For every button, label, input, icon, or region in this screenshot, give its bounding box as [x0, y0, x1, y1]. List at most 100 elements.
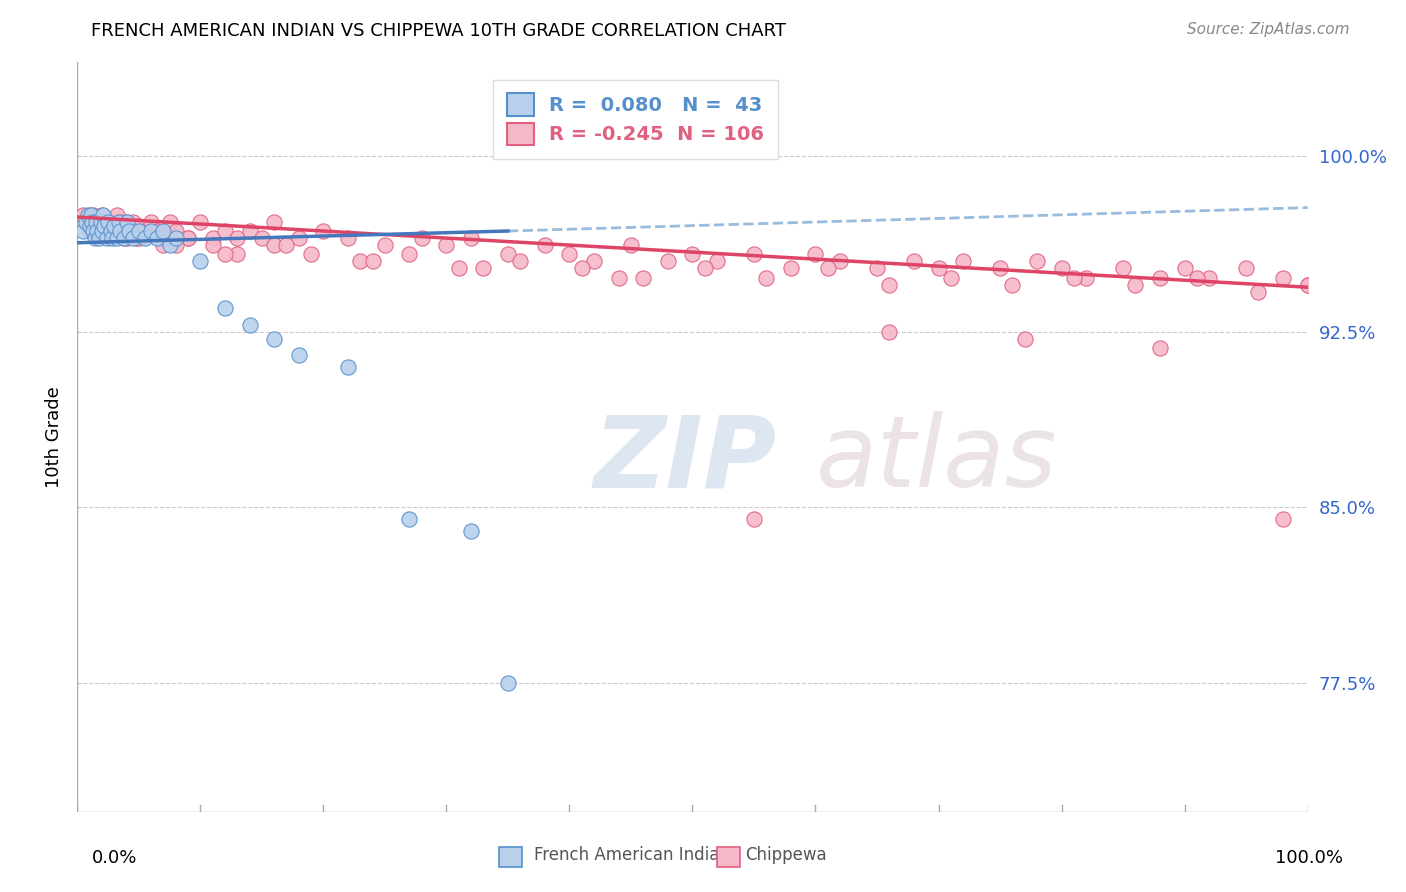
Point — [866, 261, 889, 276]
Point — [79, 224, 101, 238]
Point — [84, 214, 107, 228]
Point — [103, 219, 125, 234]
Point — [693, 261, 716, 276]
Legend: R =  0.080   N =  43, R = -0.245  N = 106: R = 0.080 N = 43, R = -0.245 N = 106 — [494, 79, 778, 159]
Point — [84, 219, 107, 234]
Point — [97, 214, 120, 228]
Point — [706, 254, 728, 268]
Point — [299, 247, 322, 261]
Point — [100, 224, 122, 238]
Point — [90, 224, 114, 238]
Point — [1198, 271, 1220, 285]
Point — [460, 231, 482, 245]
Point — [250, 231, 273, 245]
Point — [742, 512, 765, 526]
Point — [90, 214, 112, 228]
Point — [447, 261, 470, 276]
Point — [276, 238, 298, 252]
Point — [101, 214, 124, 228]
Point — [89, 224, 111, 238]
Point — [165, 231, 187, 245]
Point — [103, 224, 125, 238]
Point — [79, 219, 101, 234]
Point — [633, 271, 655, 285]
Point — [337, 359, 360, 374]
Point — [436, 238, 458, 252]
Point — [159, 238, 181, 252]
Point — [928, 261, 950, 276]
Point — [77, 208, 100, 222]
Point — [1149, 341, 1171, 355]
Point — [988, 261, 1011, 276]
Point — [214, 224, 236, 238]
Point — [496, 676, 519, 690]
Point — [103, 224, 125, 238]
Point — [226, 231, 249, 245]
Point — [1014, 332, 1036, 346]
Point — [312, 224, 335, 238]
Point — [112, 231, 135, 245]
Y-axis label: 10th Grade: 10th Grade — [45, 386, 63, 488]
Point — [1234, 261, 1257, 276]
Point — [361, 254, 384, 268]
Point — [374, 238, 396, 252]
Text: FRENCH AMERICAN INDIAN VS CHIPPEWA 10TH GRADE CORRELATION CHART: FRENCH AMERICAN INDIAN VS CHIPPEWA 10TH … — [91, 22, 786, 40]
Point — [75, 214, 97, 228]
Point — [83, 231, 105, 245]
Point — [239, 318, 262, 332]
Point — [657, 254, 679, 268]
Point — [165, 238, 187, 252]
Point — [93, 219, 115, 234]
Point — [398, 512, 420, 526]
Point — [152, 238, 174, 252]
Point — [93, 219, 115, 234]
Point — [349, 254, 371, 268]
Point — [115, 214, 138, 228]
Point — [134, 231, 156, 245]
Point — [105, 231, 128, 245]
Point — [1063, 271, 1085, 285]
Point — [72, 208, 94, 222]
Point — [165, 224, 187, 238]
Point — [288, 231, 311, 245]
Point — [607, 271, 630, 285]
Point — [84, 214, 107, 228]
Point — [214, 247, 236, 261]
Point — [118, 224, 141, 238]
Point — [534, 238, 557, 252]
Text: atlas: atlas — [815, 411, 1057, 508]
Point — [188, 214, 212, 228]
Point — [817, 261, 839, 276]
Point — [879, 325, 901, 339]
Point — [79, 214, 101, 228]
Point — [72, 224, 94, 238]
Text: ZIP: ZIP — [595, 411, 778, 508]
Point — [201, 238, 224, 252]
Point — [110, 214, 132, 228]
Point — [755, 271, 778, 285]
Point — [804, 247, 827, 261]
Point — [1296, 277, 1319, 292]
Point — [496, 247, 519, 261]
Point — [239, 224, 262, 238]
Point — [177, 231, 200, 245]
Point — [1026, 254, 1049, 268]
Point — [82, 224, 104, 238]
Point — [80, 208, 103, 222]
Point — [1076, 271, 1098, 285]
Point — [89, 231, 111, 245]
Point — [115, 231, 138, 245]
Point — [1112, 261, 1135, 276]
Point — [1125, 277, 1147, 292]
Text: 0.0%: 0.0% — [91, 849, 136, 867]
Point — [159, 214, 181, 228]
Point — [288, 348, 311, 362]
Point — [134, 224, 156, 238]
Point — [460, 524, 482, 538]
Point — [1050, 261, 1073, 276]
Point — [263, 214, 285, 228]
Point — [96, 231, 118, 245]
Point — [125, 231, 148, 245]
Point — [1149, 271, 1171, 285]
Point — [86, 224, 108, 238]
